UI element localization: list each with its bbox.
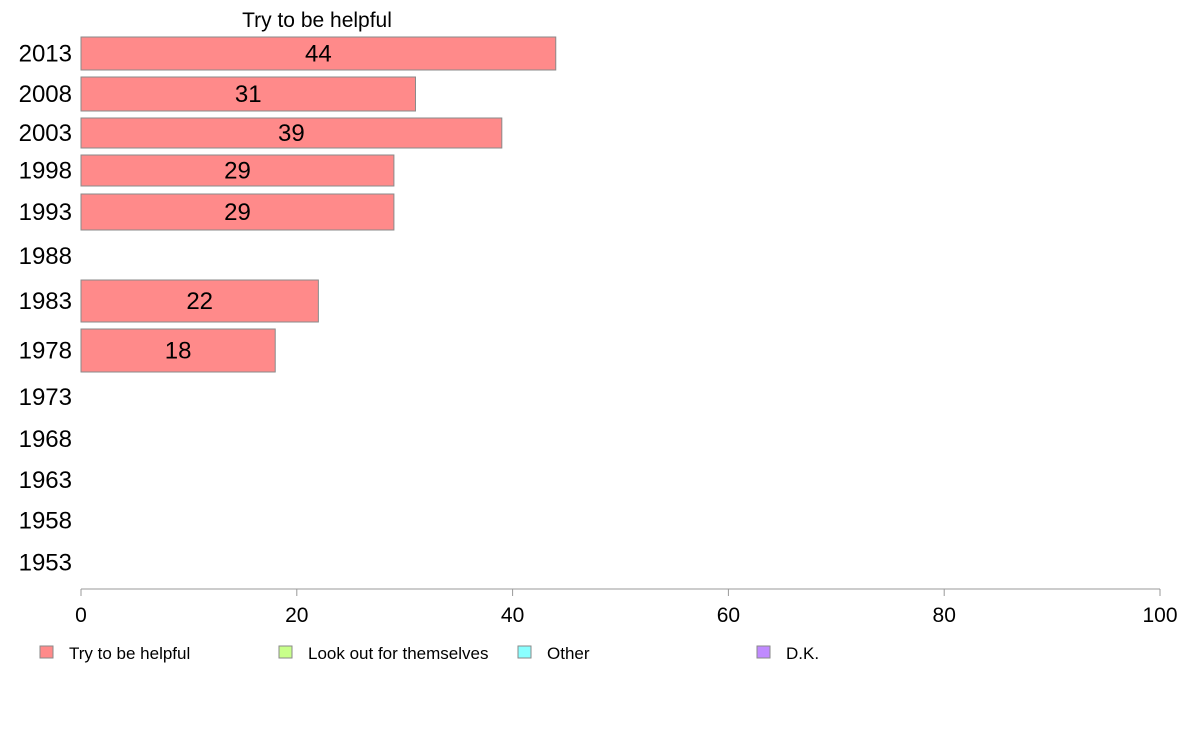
category-label: 1988 bbox=[19, 243, 72, 270]
bar bbox=[80, 328, 276, 373]
legend-label: Try to be helpful bbox=[69, 644, 190, 663]
data-label: 22 bbox=[186, 288, 213, 315]
x-tick-label: 60 bbox=[717, 604, 740, 627]
legend-swatch bbox=[39, 645, 54, 659]
category-label: 1968 bbox=[19, 426, 72, 453]
category-label: 1998 bbox=[19, 158, 72, 185]
data-label: 29 bbox=[224, 199, 251, 226]
category-label: 1963 bbox=[19, 467, 72, 494]
bar bbox=[80, 117, 503, 149]
legend: Try to be helpful Look out for themselves… bbox=[39, 644, 819, 663]
legend-swatch bbox=[756, 645, 771, 659]
data-label: 31 bbox=[235, 81, 262, 108]
category-label: 2008 bbox=[19, 81, 72, 108]
category-label: 1993 bbox=[19, 199, 72, 226]
x-tick-label: 20 bbox=[285, 604, 308, 627]
x-axis: 0 20 40 60 80 100 bbox=[75, 588, 1178, 627]
category-label: 1983 bbox=[19, 288, 72, 315]
category-label: 1973 bbox=[19, 384, 72, 411]
bars bbox=[80, 36, 557, 373]
category-labels: 2013 2008 2003 1998 1993 1988 1983 1978 1973 1968… bbox=[19, 41, 72, 577]
category-label: 1953 bbox=[19, 550, 72, 577]
legend-label: Other bbox=[547, 644, 590, 663]
legend-swatch bbox=[517, 645, 532, 659]
category-label: 1978 bbox=[19, 338, 72, 365]
legend-swatch bbox=[278, 645, 293, 659]
legend-label: Look out for themselves bbox=[308, 644, 488, 663]
bar bbox=[80, 76, 416, 112]
x-tick-label: 100 bbox=[1142, 604, 1177, 627]
x-tick-label: 40 bbox=[501, 604, 524, 627]
chart-title: Try to be helpful bbox=[242, 9, 392, 32]
x-tick-label: 80 bbox=[933, 604, 956, 627]
value-labels: 44 31 39 29 29 22 18 bbox=[165, 41, 332, 365]
bar bbox=[80, 154, 395, 187]
category-label: 1958 bbox=[19, 508, 72, 535]
bar bbox=[80, 36, 557, 71]
bar bbox=[80, 193, 395, 231]
category-label: 2003 bbox=[19, 120, 72, 147]
data-label: 39 bbox=[278, 120, 305, 147]
data-label: 18 bbox=[165, 338, 192, 365]
data-label: 29 bbox=[224, 158, 251, 185]
x-tick-label: 0 bbox=[75, 604, 87, 627]
bar bbox=[80, 279, 319, 323]
category-label: 2013 bbox=[19, 41, 72, 68]
data-label: 44 bbox=[305, 41, 332, 68]
legend-label: D.K. bbox=[786, 644, 819, 663]
